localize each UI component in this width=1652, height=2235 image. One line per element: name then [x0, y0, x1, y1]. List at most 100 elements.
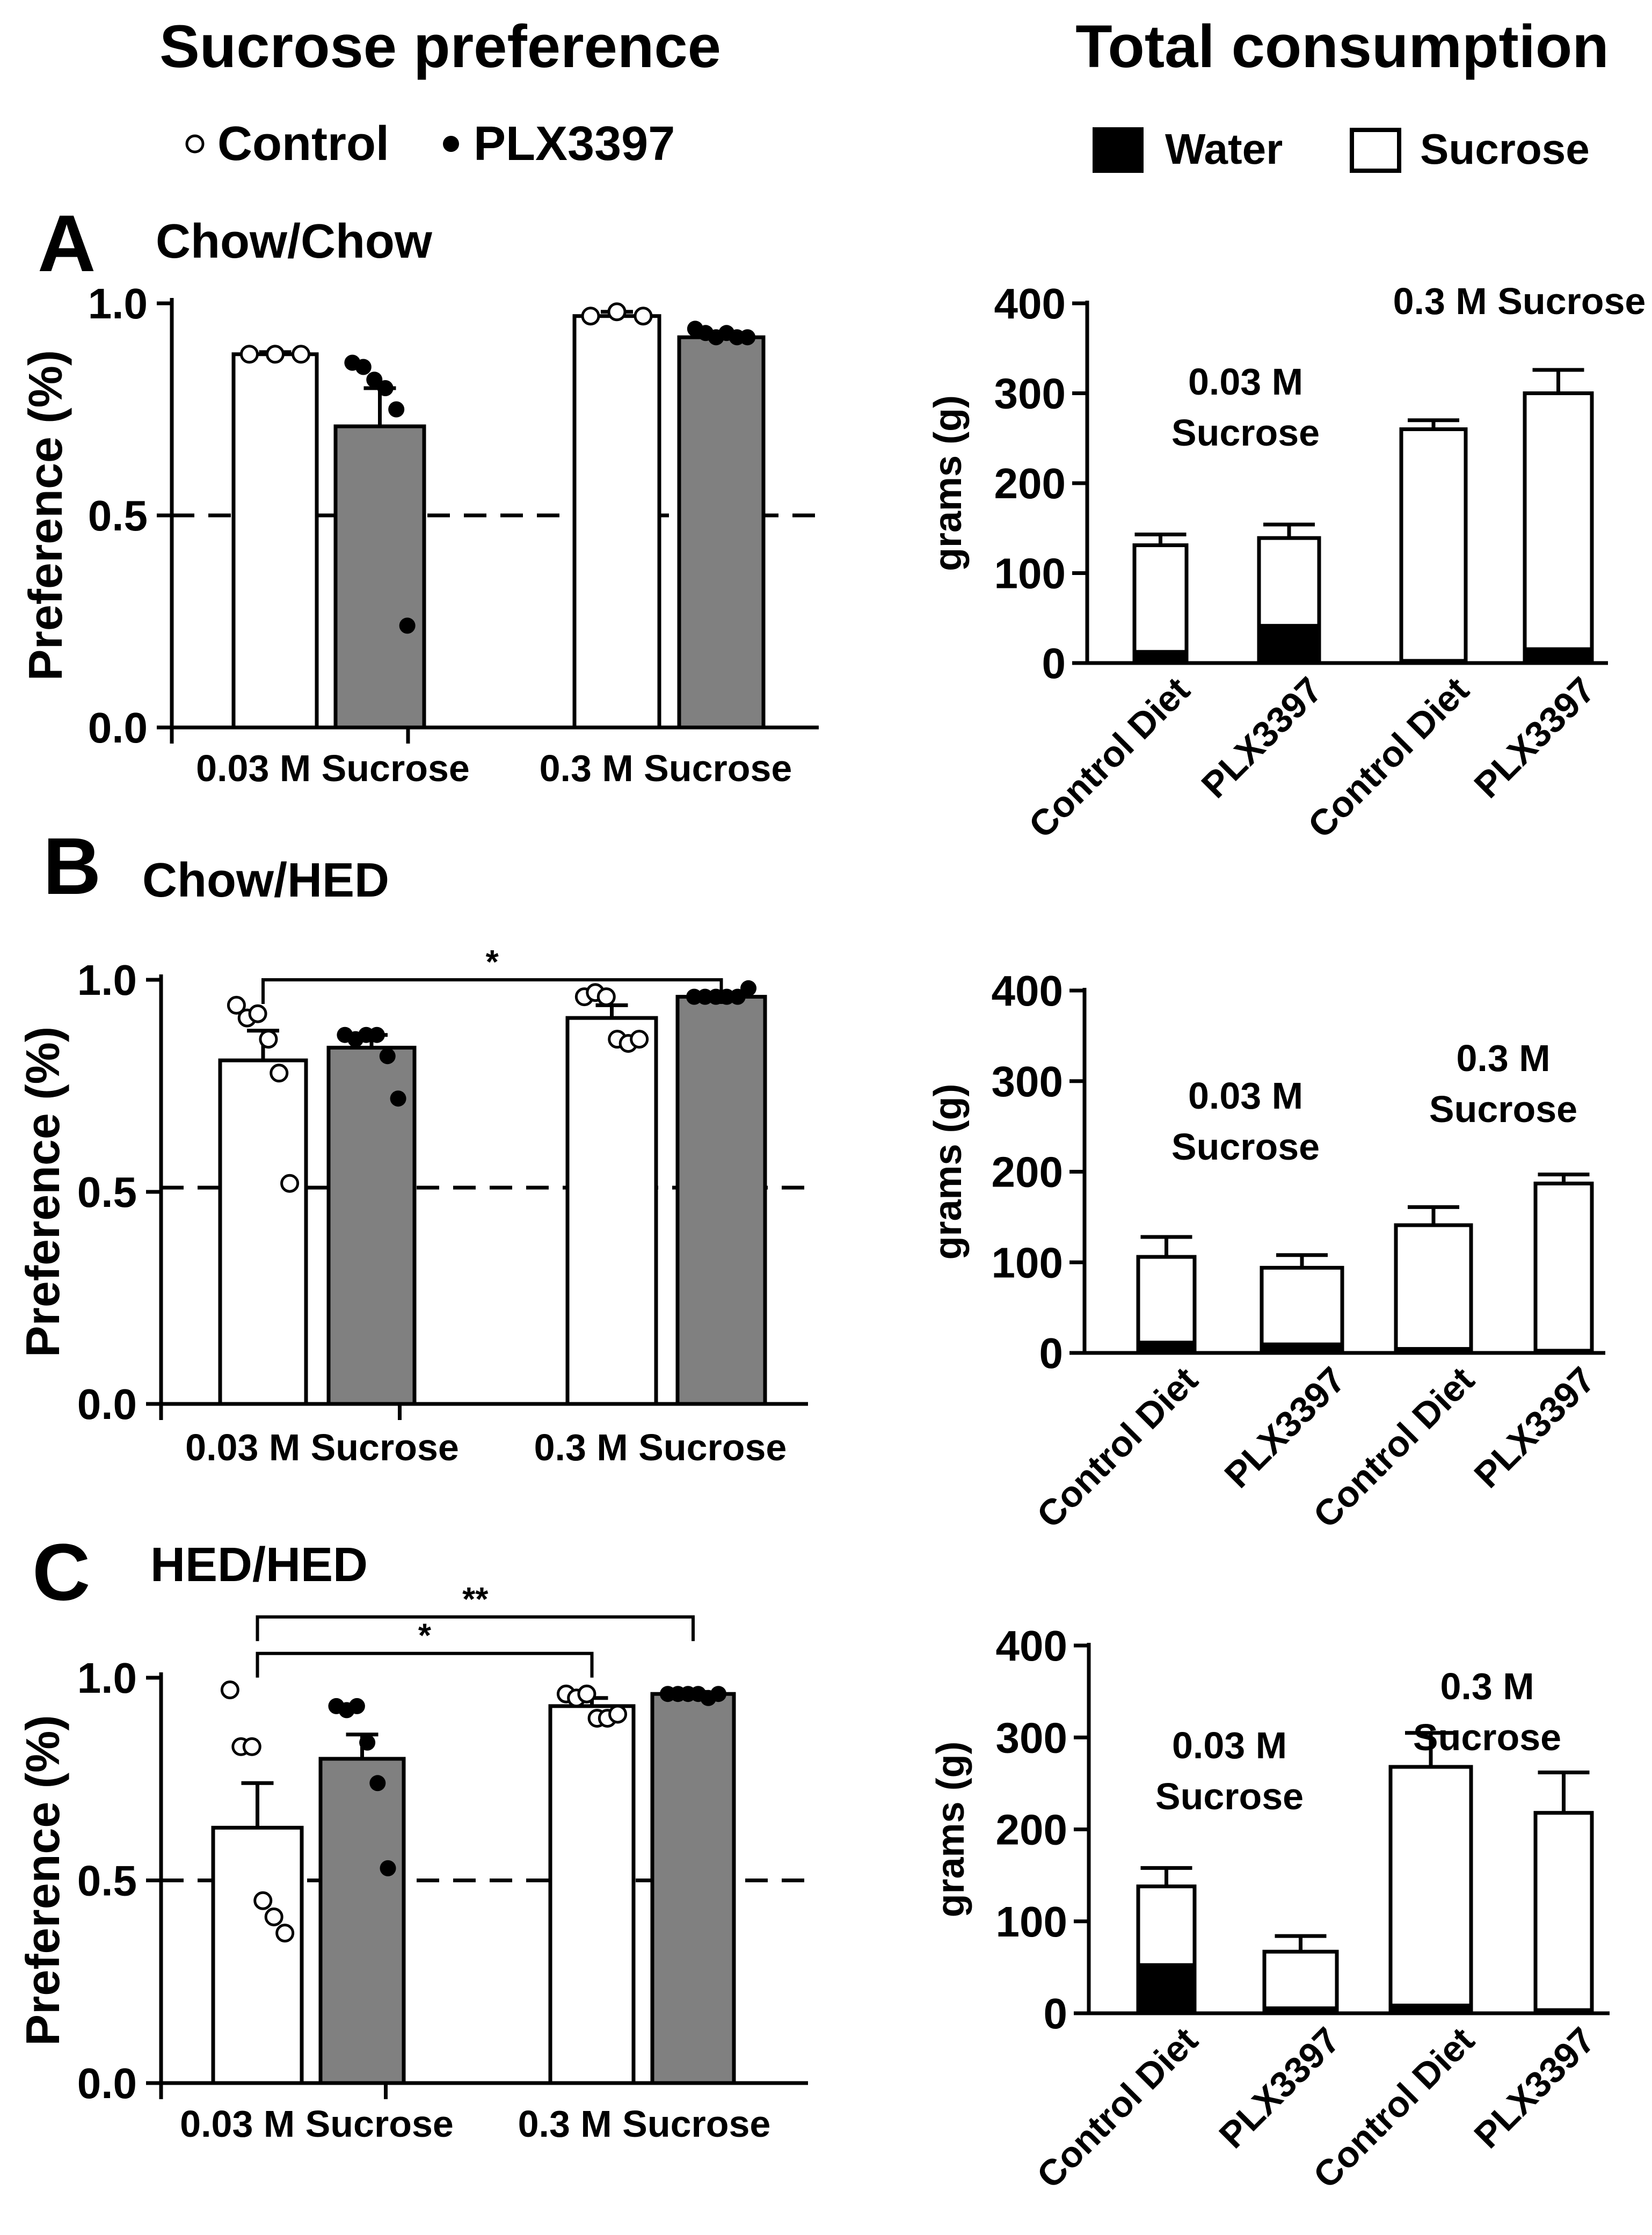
chart1-y-tick-label: 200	[994, 460, 1066, 507]
chart0-y-tick-label: 0.5	[88, 492, 148, 540]
chart4-point-plx	[348, 1698, 365, 1714]
chart3-category-label: Control Diet	[1029, 1359, 1206, 1536]
chart1-annotation: 0.3 M Sucrose	[1393, 280, 1646, 322]
chart5-category-label: PLX3397	[1211, 2020, 1348, 2156]
chart2-point-control	[596, 987, 616, 1007]
chart0-bar-plx	[333, 424, 426, 730]
chart5-bar-sucrose	[1262, 1949, 1339, 2015]
chart2-group-label: 0.03 M Sucrose	[185, 1426, 459, 1468]
chart2-point-control	[227, 995, 246, 1015]
chart2-y-label: Preference (%)	[16, 1027, 69, 1357]
panel-a-letter: A	[38, 198, 96, 288]
chart3-y-tick-label: 400	[992, 967, 1063, 1015]
chart2-bar-control	[218, 1058, 308, 1406]
chart1-annotation: 0.03 M Sucrose	[1171, 361, 1320, 454]
chart2-point-control	[259, 1030, 278, 1049]
chart3-y-tick-label: 0	[1039, 1329, 1064, 1377]
chart0-y-label: Preference (%)	[19, 350, 72, 681]
chart0-point-control	[239, 345, 259, 364]
chart3-annotation: 0.03 M Sucrose	[1171, 1075, 1320, 1168]
chart4-point-plx	[710, 1686, 727, 1702]
legend-plx-label: PLX3397	[474, 117, 675, 171]
chart3-y-tick-label: 200	[992, 1148, 1063, 1196]
chart0-point-plx	[739, 329, 756, 346]
chart0-point-plx	[366, 372, 383, 388]
chart4-y-tick-label: 0.5	[77, 1857, 137, 1905]
chart4-point-plx	[359, 1734, 376, 1751]
legend-sucrose-label: Sucrose	[1420, 125, 1590, 173]
chart4-point-plx	[369, 1775, 386, 1792]
chart3-bar-sucrose	[1394, 1223, 1473, 1355]
right-title: Total consumption	[1075, 13, 1609, 80]
chart1-y-tick-label: 400	[994, 280, 1066, 327]
chart1-y-tick-label: 300	[994, 370, 1066, 418]
chart4-significance-bracket	[256, 1615, 695, 1641]
chart4-group-label: 0.3 M Sucrose	[518, 2103, 771, 2145]
chart0-point-control	[581, 307, 600, 326]
chart2-point-plx	[368, 1027, 385, 1043]
chart4-point-control	[253, 1891, 273, 1910]
chart1-bar-sucrose	[1523, 391, 1594, 665]
chart0-point-control	[266, 345, 285, 364]
chart2-point-control	[270, 1064, 289, 1083]
chart0-bar-control	[572, 314, 661, 730]
chart5-y-tick-label: 300	[996, 1714, 1067, 1761]
chart2-significance-bracket	[261, 978, 723, 1004]
chart2-y-tick-label: 1.0	[77, 956, 137, 1004]
chart0-point-plx	[355, 359, 372, 375]
legend-sucrose-swatch	[1350, 128, 1401, 173]
chart0-point-plx	[377, 380, 394, 396]
chart3-bar-sucrose	[1533, 1181, 1594, 1355]
chart4-significance-label: *	[418, 1618, 432, 1655]
chart2-point-plx	[390, 1090, 406, 1107]
chart3-bar-water	[1394, 1347, 1473, 1355]
panel-c-title: HED/HED	[150, 1538, 368, 1592]
chart1-y-label: grams (g)	[927, 395, 970, 571]
chart2-point-control	[248, 1004, 267, 1023]
chart4-bar-control	[548, 1704, 636, 2085]
chart4-y-tick-label: 1.0	[77, 1654, 137, 1702]
chart5-bar-water	[1137, 1963, 1196, 2015]
chart4-significance-bracket	[256, 1651, 594, 1678]
chart3-bar-sucrose	[1136, 1255, 1197, 1355]
legend-plx-marker	[443, 136, 459, 152]
chart1-category-label: Control Diet	[1021, 669, 1198, 846]
chart1-bar-water	[1523, 647, 1593, 665]
chart3-y-tick-label: 100	[992, 1239, 1063, 1286]
chart2-point-control	[630, 1030, 649, 1049]
chart4-group-label: 0.03 M Sucrose	[180, 2103, 454, 2145]
chart5-category-label: PLX3397	[1466, 2020, 1603, 2156]
chart3-category-label: PLX3397	[1466, 1359, 1603, 1496]
chart5-bar-water	[1263, 2006, 1338, 2015]
chart3-bar-water	[1137, 1341, 1196, 1355]
chart4-point-plx	[380, 1860, 396, 1876]
chart3-bar-sucrose	[1260, 1265, 1344, 1355]
chart4-point-control	[275, 1924, 295, 1943]
chart1-bar-water	[1133, 650, 1188, 665]
chart4-bar-plx	[650, 1692, 736, 2085]
chart2-y-tick-label: 0.5	[77, 1168, 137, 1216]
chart0-y-tick-label: 0.0	[88, 704, 148, 752]
chart3-annotation: 0.3 M Sucrose	[1429, 1037, 1577, 1130]
chart1-bar-sucrose	[1399, 427, 1468, 665]
chart4-point-control	[264, 1907, 283, 1926]
chart3-y-tick-label: 300	[992, 1058, 1063, 1105]
chart5-category-label: Control Diet	[1029, 2020, 1206, 2196]
chart1-category-label: PLX3397	[1466, 669, 1603, 806]
chart5-annotation: 0.03 M Sucrose	[1155, 1724, 1304, 1817]
chart4-y-label: Preference (%)	[16, 1715, 69, 2045]
chart5-bar-sucrose	[1388, 1765, 1473, 2015]
legend-water-swatch	[1093, 127, 1144, 173]
chart0-point-plx	[388, 401, 405, 418]
chart0-point-control	[292, 345, 311, 364]
chart0-group-label: 0.3 M Sucrose	[540, 747, 792, 789]
legend-control-marker	[185, 134, 205, 154]
chart3-bar-water	[1534, 1349, 1593, 1355]
chart5-y-tick-label: 400	[996, 1622, 1067, 1670]
panel-b-letter: B	[43, 821, 101, 911]
chart4-point-control	[242, 1737, 261, 1756]
chart4-point-control	[577, 1684, 596, 1703]
chart2-group-label: 0.3 M Sucrose	[534, 1426, 787, 1468]
